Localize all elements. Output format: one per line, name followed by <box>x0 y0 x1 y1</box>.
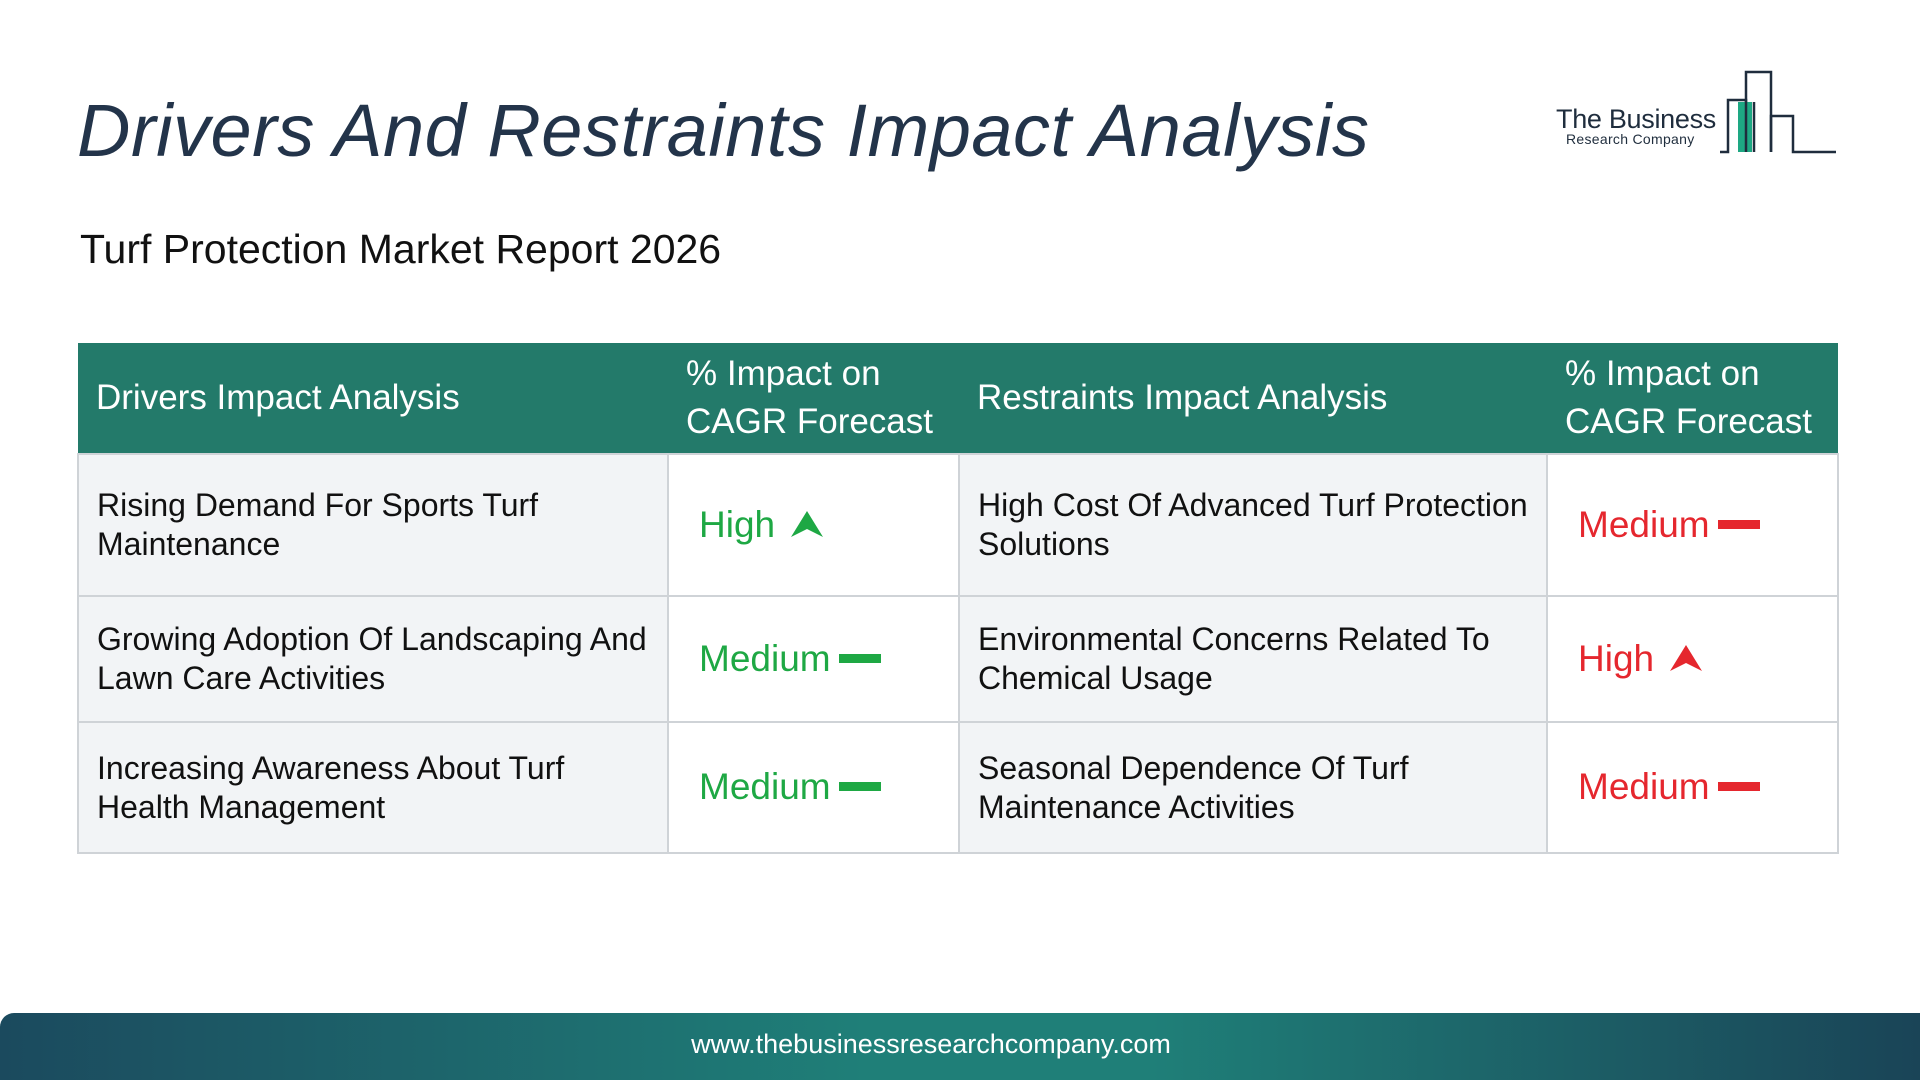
driver-cell: Rising Demand For Sports Turf Maintenanc… <box>77 453 669 597</box>
table-row: Growing Adoption Of Landscaping And Lawn… <box>77 595 1839 723</box>
logo-bars-icon <box>1720 70 1836 154</box>
dash-icon <box>1717 782 1760 791</box>
impact-indicator: High <box>699 505 825 544</box>
column-header-restraints: Restraints Impact Analysis <box>959 343 1547 454</box>
page-title: Drivers And Restraints Impact Analysis <box>77 89 1370 172</box>
logo-name: The Business <box>1556 104 1716 134</box>
restraint-cell: Seasonal Dependence Of Turf Maintenance … <box>958 721 1548 854</box>
driver-impact-cell: Medium <box>667 595 960 723</box>
impact-label: Medium <box>699 637 831 679</box>
footer-url-link[interactable]: www.thebusinessresearchcompany.com <box>691 1029 1171 1059</box>
driver-cell: Increasing Awareness About Turf Health M… <box>77 721 669 854</box>
column-header-drivers: Drivers Impact Analysis <box>78 343 668 454</box>
impact-table: Drivers Impact Analysis % Impact on CAGR… <box>77 343 1839 854</box>
logo-subtext: Research Company <box>1566 131 1695 147</box>
column-header-driver-impact: % Impact on CAGR Forecast <box>668 343 959 454</box>
impact-indicator: Medium <box>1578 767 1760 806</box>
impact-indicator: Medium <box>1578 505 1760 544</box>
arrow-up-icon <box>791 511 824 537</box>
impact-indicator: Medium <box>699 639 881 678</box>
impact-label: Medium <box>1578 766 1710 807</box>
impact-indicator: Medium <box>699 767 881 806</box>
restraint-impact-cell: High <box>1546 595 1839 723</box>
restraint-impact-cell: Medium <box>1546 721 1839 854</box>
driver-impact-cell: Medium <box>667 721 960 854</box>
report-subtitle: Turf Protection Market Report 2026 <box>80 226 722 272</box>
impact-label: High <box>1578 637 1655 679</box>
impact-table-container: Drivers Impact Analysis % Impact on CAGR… <box>77 343 1839 854</box>
table-row: Rising Demand For Sports Turf Maintenanc… <box>77 453 1839 597</box>
dash-icon <box>1717 519 1760 529</box>
table-header-row: Drivers Impact Analysis % Impact on CAGR… <box>78 343 1838 454</box>
impact-label: High <box>699 503 776 545</box>
footer-bar: www.thebusinessresearchcompany.com <box>0 1013 1920 1080</box>
driver-cell: Growing Adoption Of Landscaping And Lawn… <box>77 595 669 723</box>
restraint-impact-cell: Medium <box>1546 453 1839 597</box>
dash-icon <box>838 782 881 791</box>
impact-label: Medium <box>1578 503 1710 545</box>
restraint-cell: High Cost Of Advanced Turf Protection So… <box>958 453 1548 597</box>
impact-indicator: High <box>1578 639 1704 678</box>
dash-icon <box>838 653 881 663</box>
arrow-up-icon <box>1670 645 1703 671</box>
table-row: Increasing Awareness About Turf Health M… <box>77 721 1839 854</box>
impact-label: Medium <box>699 766 831 807</box>
driver-impact-cell: High <box>667 453 960 597</box>
restraint-cell: Environmental Concerns Related To Chemic… <box>958 595 1548 723</box>
company-logo: The Business Research Company <box>1550 66 1840 156</box>
column-header-restraint-impact: % Impact on CAGR Forecast <box>1547 343 1838 454</box>
